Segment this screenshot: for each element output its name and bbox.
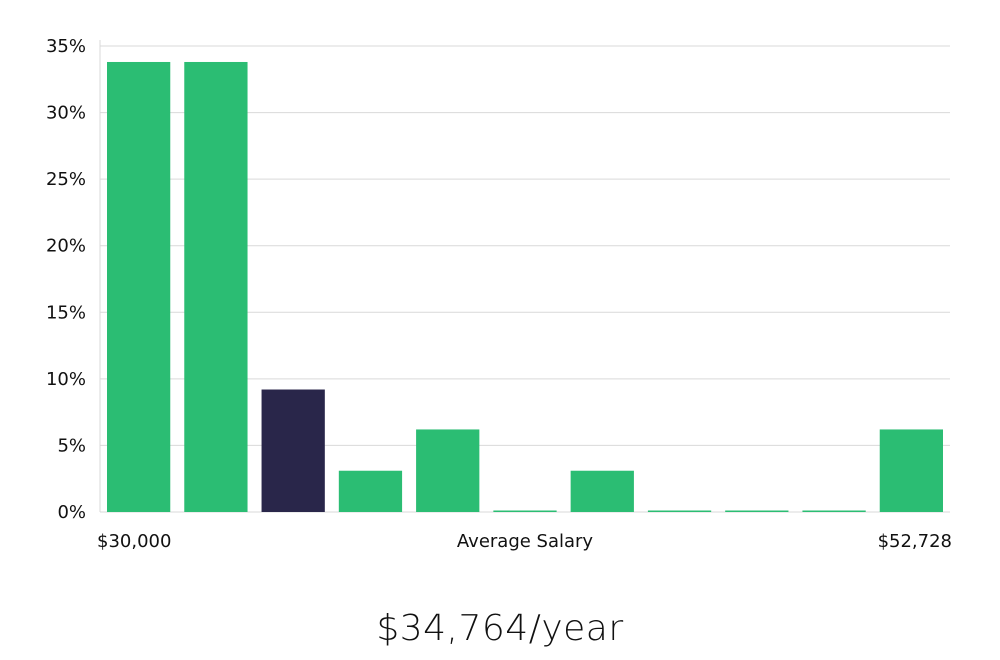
average-salary-value: $34,764/year: [376, 608, 624, 649]
y-tick-label: 10%: [46, 369, 86, 390]
y-tick-label: 0%: [57, 502, 86, 523]
bar: [184, 61, 248, 512]
x-min-label: $30,000: [97, 531, 171, 552]
bar: [107, 61, 171, 512]
bars: [107, 61, 943, 512]
bar: [493, 510, 557, 512]
x-max-label: $52,728: [878, 531, 952, 552]
bar: [416, 429, 480, 512]
y-tick-label: 30%: [46, 103, 86, 124]
x-axis-title: Average Salary: [457, 531, 594, 552]
bar: [647, 510, 712, 512]
y-tick-label: 20%: [46, 236, 86, 257]
bar: [879, 429, 943, 512]
bar-highlight: [261, 389, 325, 512]
bar: [570, 470, 634, 512]
y-tick-label: 25%: [46, 169, 86, 190]
bar: [725, 510, 789, 512]
y-tick-label: 15%: [46, 302, 86, 323]
bar: [802, 510, 866, 512]
bar: [338, 470, 403, 512]
y-tick-label: 5%: [57, 435, 86, 456]
salary-histogram: 0% 5% 10% 15% 20% 25% 30% 35% $30,000 Average S…: [46, 36, 952, 552]
y-tick-label: 35%: [46, 36, 86, 57]
y-tick-labels: 0% 5% 10% 15% 20% 25% 30% 35%: [46, 36, 86, 523]
